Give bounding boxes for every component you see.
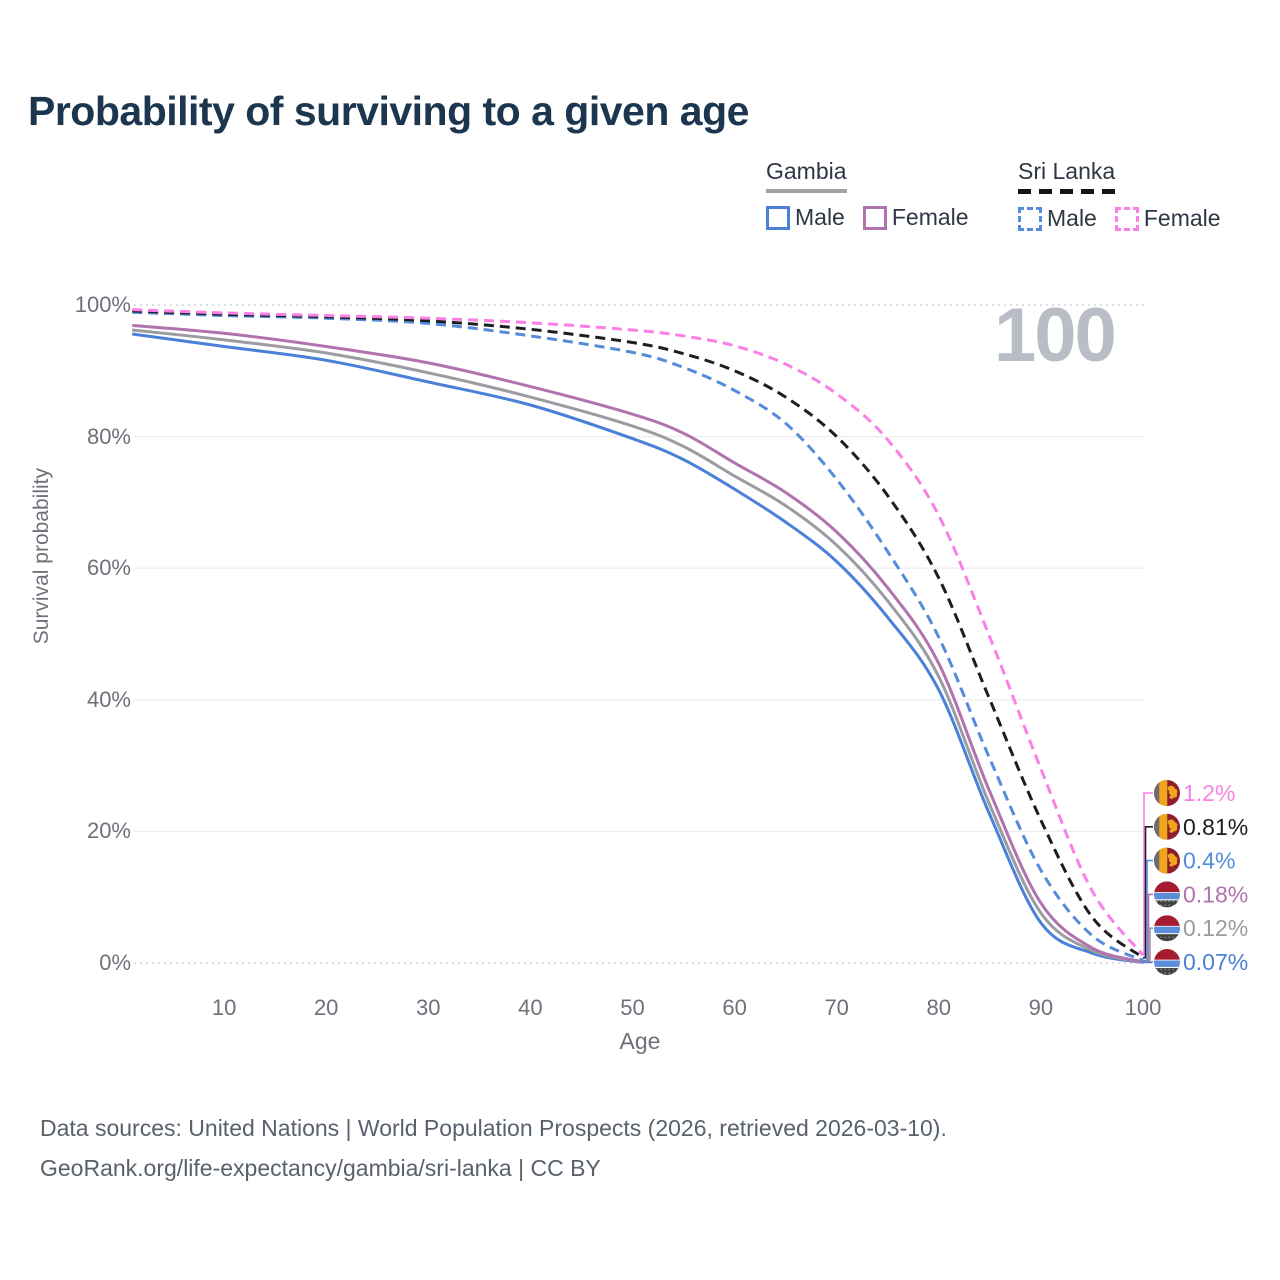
legend-item-label: Male <box>1047 205 1097 231</box>
x-tick-label: 20 <box>313 995 339 1020</box>
x-tick-label: 30 <box>416 995 441 1020</box>
curve-sri-lanka-female <box>132 308 1145 957</box>
legend-item-label: Female <box>1143 205 1221 231</box>
page-title: Probability of surviving to a given age <box>28 88 749 134</box>
x-axis-title: Age <box>619 1028 661 1054</box>
leader-line-sri-lanka-male <box>1143 859 1153 962</box>
legend-item-sri-lanka-male[interactable]: Male <box>1018 205 1097 232</box>
y-tick-label: 60% <box>86 555 131 581</box>
data-sources-line: Data sources: United Nations | World Pop… <box>40 1115 947 1141</box>
curve-gambia-both-sexes <box>132 328 1144 964</box>
curve-gambia-female <box>132 323 1144 964</box>
end-value-label-sri-lanka-male: 0.4% <box>1183 848 1235 874</box>
y-tick-label: 20% <box>86 818 131 844</box>
gambia-female-swatch-icon <box>862 205 887 230</box>
x-tick-label: 10 <box>211 995 237 1020</box>
legend-country-sri-lanka: Sri Lanka <box>1018 158 1116 184</box>
age-indicator-watermark: 100 <box>994 293 1117 378</box>
legend-item-label: Female <box>891 204 969 230</box>
gambia-flag-icon <box>1154 915 1180 942</box>
legend-item-sri-lanka-female[interactable]: Female <box>1114 205 1221 232</box>
y-tick-label: 40% <box>86 686 131 712</box>
attribution-line: GeoRank.org/life-expectancy/gambia/sri-l… <box>40 1155 601 1181</box>
y-tick-label: 100% <box>74 292 131 317</box>
sri-lanka-female-swatch-icon <box>1114 206 1139 231</box>
leader-line-gambia-both-sexes <box>1143 927 1153 963</box>
end-value-label-sri-lanka-both-sexes: 0.81% <box>1183 814 1248 840</box>
legend-country-gambia: Gambia <box>766 158 847 184</box>
gambia-solid-line-key-icon <box>766 189 847 193</box>
x-tick-label: 70 <box>824 995 849 1020</box>
curve-sri-lanka-both-sexes <box>132 309 1144 959</box>
end-value-label-gambia-male: 0.07% <box>1183 949 1248 975</box>
x-tick-label: 60 <box>722 995 747 1020</box>
x-tick-label: 100 <box>1124 995 1162 1020</box>
leader-line-sri-lanka-both-sexes <box>1143 826 1153 959</box>
y-tick-label: 0% <box>99 950 131 975</box>
x-tick-label: 40 <box>518 995 543 1020</box>
curve-sri-lanka-male <box>132 310 1144 962</box>
end-value-label-gambia-female: 0.18% <box>1183 881 1248 907</box>
legend-item-label: Male <box>795 204 845 230</box>
leader-line-gambia-female <box>1143 893 1153 963</box>
gambia-male-swatch-icon <box>766 205 790 230</box>
gambia-flag-icon <box>1154 949 1180 975</box>
x-tick-label: 80 <box>926 995 952 1020</box>
legend-item-gambia-male[interactable]: Male <box>766 204 845 231</box>
sri-lanka-flag-icon <box>1154 847 1180 874</box>
x-tick-label: 50 <box>620 995 645 1020</box>
leader-line-gambia-male <box>1143 961 1153 964</box>
legend-group-gambia: Gambia Male Female <box>766 158 969 231</box>
gambia-flag-icon <box>1154 881 1180 908</box>
footer: Data sources: United Nations | World Pop… <box>40 1108 947 1188</box>
y-tick-label: 80% <box>86 423 131 449</box>
sri-lanka-dashed-line-key-icon <box>1018 189 1116 194</box>
leader-line-sri-lanka-female <box>1143 792 1153 956</box>
sri-lanka-flag-icon <box>1154 780 1180 806</box>
legend-item-gambia-female[interactable]: Female <box>862 204 969 231</box>
end-value-label-sri-lanka-female: 1.2% <box>1183 780 1235 806</box>
sri-lanka-male-swatch-icon <box>1018 206 1042 231</box>
end-value-label-gambia-both-sexes: 0.12% <box>1183 915 1248 941</box>
sri-lanka-flag-icon <box>1154 813 1180 840</box>
curve-gambia-male <box>132 332 1144 964</box>
x-tick-label: 90 <box>1028 995 1054 1020</box>
legend-group-sri-lanka: Sri Lanka Male Female <box>1018 158 1221 232</box>
